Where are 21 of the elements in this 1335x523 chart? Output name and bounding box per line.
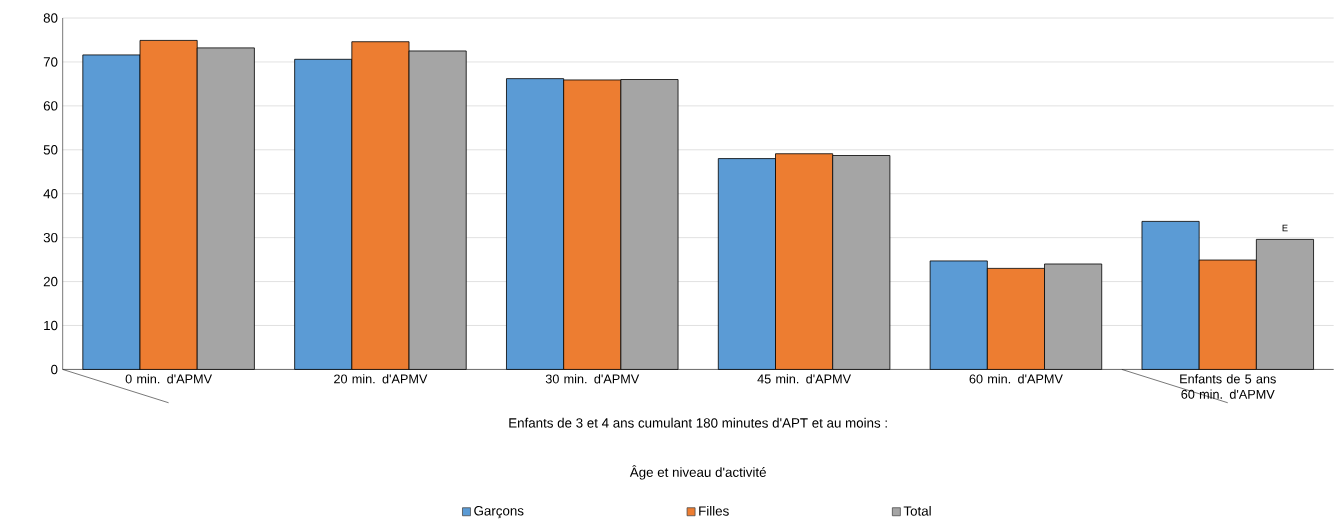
y-tick-label: 10 [44,320,58,331]
y-tick-label: 70 [43,57,58,67]
y-tick-label: 20 [43,276,58,287]
x-axis-title: Âge et niveau d'activité [629,465,766,480]
legend-label: Total [903,505,931,516]
y-tick-label: 30 [43,232,58,243]
text: Enfants de 3 et 4 ans cumulant 180 minutes d'APT et au moins : [509,417,887,428]
y-tick-label: 50 [43,145,58,155]
x-tick-label: 45 min. d'APMV [757,374,852,384]
x-tick-label: 0 min. d'APMV [125,374,213,384]
x-tick-label: 60 min. d'APMV [969,374,1063,384]
y-tick-label: 0 [51,364,58,375]
legend-label: Filles [699,505,729,516]
x-tick-label: Enfants de 5 ans 60 min. d'APMV [1180,374,1276,399]
x-tick-label: 30 min. d'APMV [545,374,640,384]
y-tick-label: 60 [43,101,58,111]
legend-label: Garçons [474,506,524,519]
annotation: E [1282,224,1288,232]
y-tick-label: 40 [43,189,58,199]
x-tick-label: 20 min. d'APMV [334,374,428,384]
y-tick-label: 80 [43,13,58,23]
